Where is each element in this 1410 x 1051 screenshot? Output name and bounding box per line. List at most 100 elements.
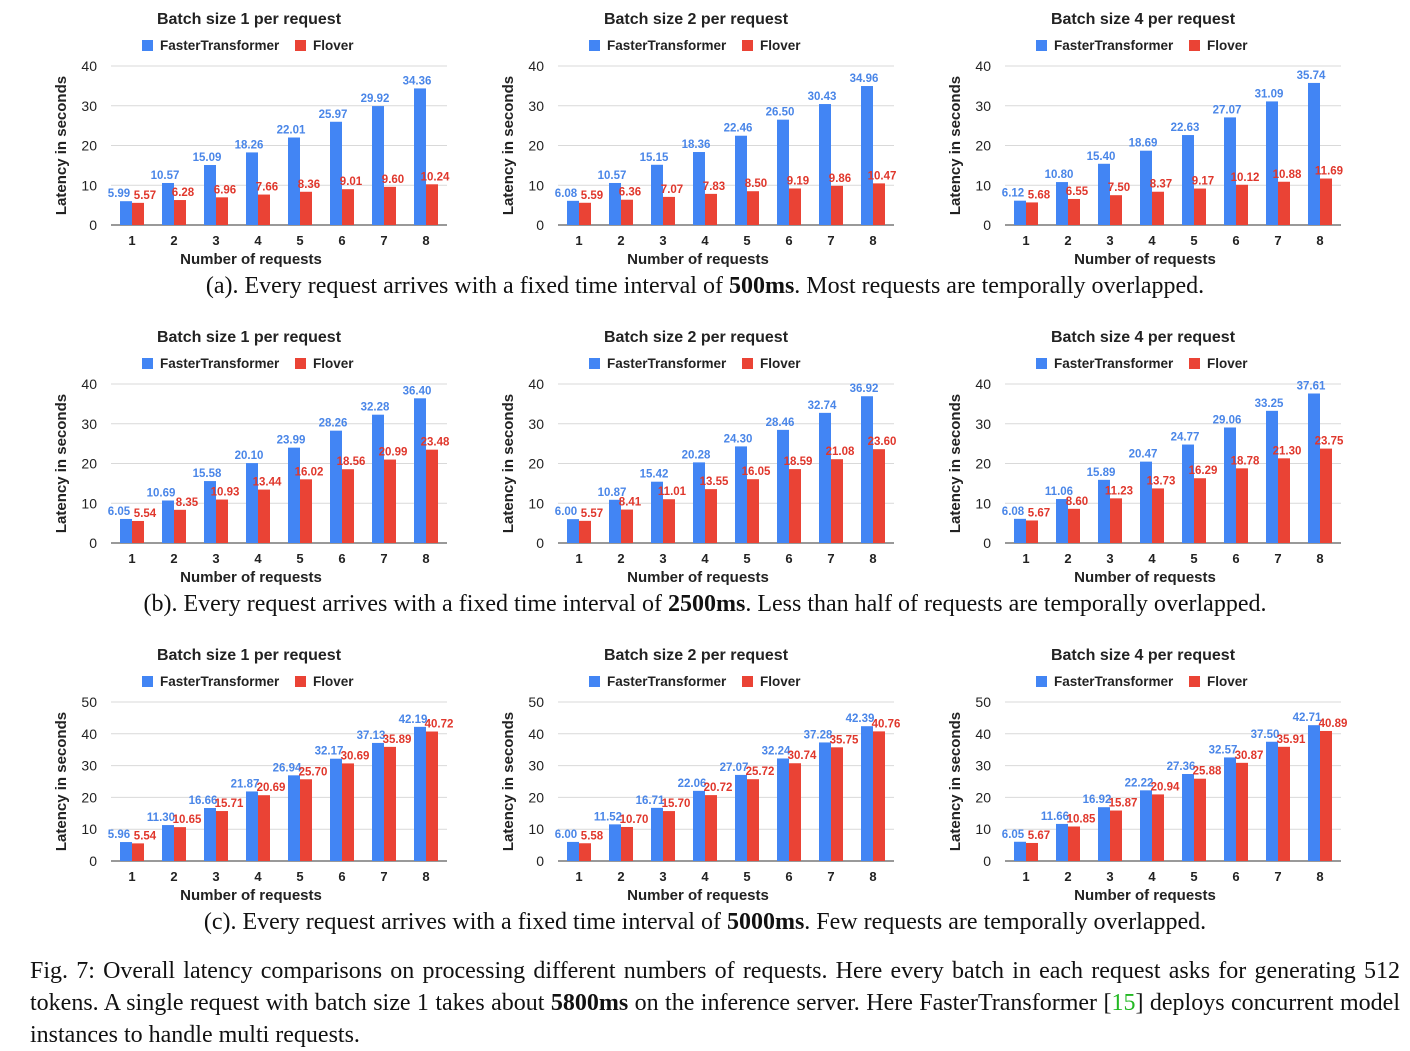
bar-flover: [1068, 198, 1080, 225]
x-tick-label: 4: [1148, 869, 1156, 884]
y-tick-label: 50: [975, 694, 991, 710]
legend-swatch-flover: [742, 358, 753, 369]
y-tick-label: 10: [81, 495, 97, 511]
data-label-flover: 35.91: [1277, 734, 1306, 746]
x-tick-label: 5: [743, 551, 750, 566]
y-tick-label: 0: [983, 853, 991, 869]
bar-flover: [342, 763, 354, 861]
x-tick-label: 7: [827, 869, 834, 884]
data-label-fastertransformer: 20.10: [235, 450, 264, 462]
x-tick-label: 1: [128, 233, 135, 248]
bar-flover: [579, 843, 591, 861]
chart-title: Batch size 1 per request: [157, 647, 342, 664]
bar-fastertransformer: [693, 790, 705, 861]
bar-fastertransformer: [1140, 790, 1152, 861]
legend-label-fastertransformer: FasterTransformer: [1054, 38, 1174, 53]
data-label-flover: 20.69: [257, 782, 286, 794]
bar-flover: [873, 449, 885, 543]
data-label-fastertransformer: 18.69: [1129, 138, 1158, 150]
bar-flover: [258, 795, 270, 861]
bar-fastertransformer: [414, 726, 426, 861]
y-tick-label: 20: [81, 456, 97, 472]
data-label-flover: 10.12: [1231, 172, 1260, 184]
bar-fastertransformer: [120, 518, 132, 543]
data-label-fastertransformer: 15.09: [193, 152, 222, 164]
bar-fastertransformer: [567, 200, 579, 225]
data-label-fastertransformer: 15.58: [193, 468, 222, 480]
x-tick-label: 2: [170, 233, 177, 248]
x-tick-label: 7: [380, 551, 387, 566]
bar-fastertransformer: [1182, 135, 1194, 225]
data-label-fastertransformer: 28.26: [319, 418, 348, 430]
data-label-flover: 8.35: [176, 497, 199, 509]
data-label-flover: 40.89: [1319, 718, 1348, 730]
data-label-fastertransformer: 6.00: [555, 506, 577, 518]
y-tick-label: 10: [975, 495, 991, 511]
data-label-flover: 16.02: [295, 466, 324, 478]
x-tick-label: 7: [1274, 233, 1281, 248]
x-tick-label: 3: [212, 869, 219, 884]
data-label-flover: 8.37: [1150, 179, 1172, 191]
bar-flover: [342, 189, 354, 225]
bar-fastertransformer: [1224, 427, 1236, 543]
bar-flover: [1278, 181, 1290, 225]
bar-flover: [1320, 448, 1332, 543]
data-label-flover: 5.67: [1028, 507, 1050, 519]
x-tick-label: 2: [170, 869, 177, 884]
data-label-fastertransformer: 21.87: [231, 778, 260, 790]
y-axis-label: Latency in seconds: [53, 712, 70, 851]
data-label-fastertransformer: 27.07: [1213, 104, 1242, 116]
legend-swatch-flover: [1189, 40, 1200, 51]
data-label-flover: 10.47: [868, 170, 897, 182]
x-tick-label: 5: [1190, 869, 1197, 884]
y-tick-label: 30: [528, 416, 544, 432]
data-label-flover: 25.88: [1193, 766, 1222, 778]
subcaption-a-prefix: (a). Every request arrives with a fixed …: [205, 273, 729, 299]
bar-fastertransformer: [651, 164, 663, 225]
data-label-flover: 21.08: [826, 446, 855, 458]
legend-swatch-flover: [295, 676, 306, 687]
legend-label-flover: Flover: [760, 38, 801, 53]
y-tick-label: 20: [81, 138, 97, 154]
data-label-fastertransformer: 28.46: [766, 417, 795, 429]
x-tick-label: 2: [617, 551, 624, 566]
bar-fastertransformer: [777, 429, 789, 543]
figure-caption: Fig. 7: Overall latency comparisons on p…: [30, 955, 1400, 1051]
data-label-flover: 9.60: [382, 174, 404, 186]
x-tick-label: 3: [212, 233, 219, 248]
x-axis-label: Number of requests: [1074, 887, 1216, 904]
x-tick-label: 3: [1106, 233, 1113, 248]
x-tick-label: 1: [575, 233, 582, 248]
subcaption-c-bold: 5000ms: [726, 909, 805, 935]
figure-canvas: Batch size 1 per request FasterTransforme…: [53, 11, 1348, 904]
bar-fastertransformer: [162, 825, 174, 861]
data-label-fastertransformer: 22.22: [1125, 777, 1154, 789]
x-tick-label: 1: [1022, 233, 1029, 248]
bar-fastertransformer: [330, 121, 342, 225]
legend-swatch-fastertransformer: [1036, 40, 1047, 51]
bar-fastertransformer: [162, 182, 174, 225]
bar-fastertransformer: [609, 182, 621, 225]
x-tick-label: 2: [170, 551, 177, 566]
caption-reference-link[interactable]: 15: [1111, 990, 1136, 1016]
chart-title: Batch size 4 per request: [1051, 11, 1236, 28]
y-tick-label: 30: [81, 416, 97, 432]
bar-flover: [1194, 778, 1206, 861]
data-label-flover: 25.72: [746, 766, 775, 778]
data-label-fastertransformer: 6.00: [555, 829, 577, 841]
data-label-flover: 6.36: [619, 187, 641, 199]
bar-fastertransformer: [861, 86, 873, 225]
data-label-fastertransformer: 30.43: [808, 91, 837, 103]
legend-label-flover: Flover: [1207, 38, 1248, 53]
legend-label-fastertransformer: FasterTransformer: [160, 356, 280, 371]
x-tick-label: 6: [1232, 869, 1239, 884]
bar-fastertransformer: [1224, 757, 1236, 861]
data-label-fastertransformer: 25.97: [319, 109, 348, 121]
data-label-fastertransformer: 37.13: [357, 730, 386, 742]
x-tick-label: 5: [296, 869, 303, 884]
y-tick-label: 40: [528, 376, 544, 392]
bar-flover: [1236, 762, 1248, 861]
bar-flover: [789, 763, 801, 861]
bar-flover: [1110, 195, 1122, 225]
bar-fastertransformer: [819, 742, 831, 861]
